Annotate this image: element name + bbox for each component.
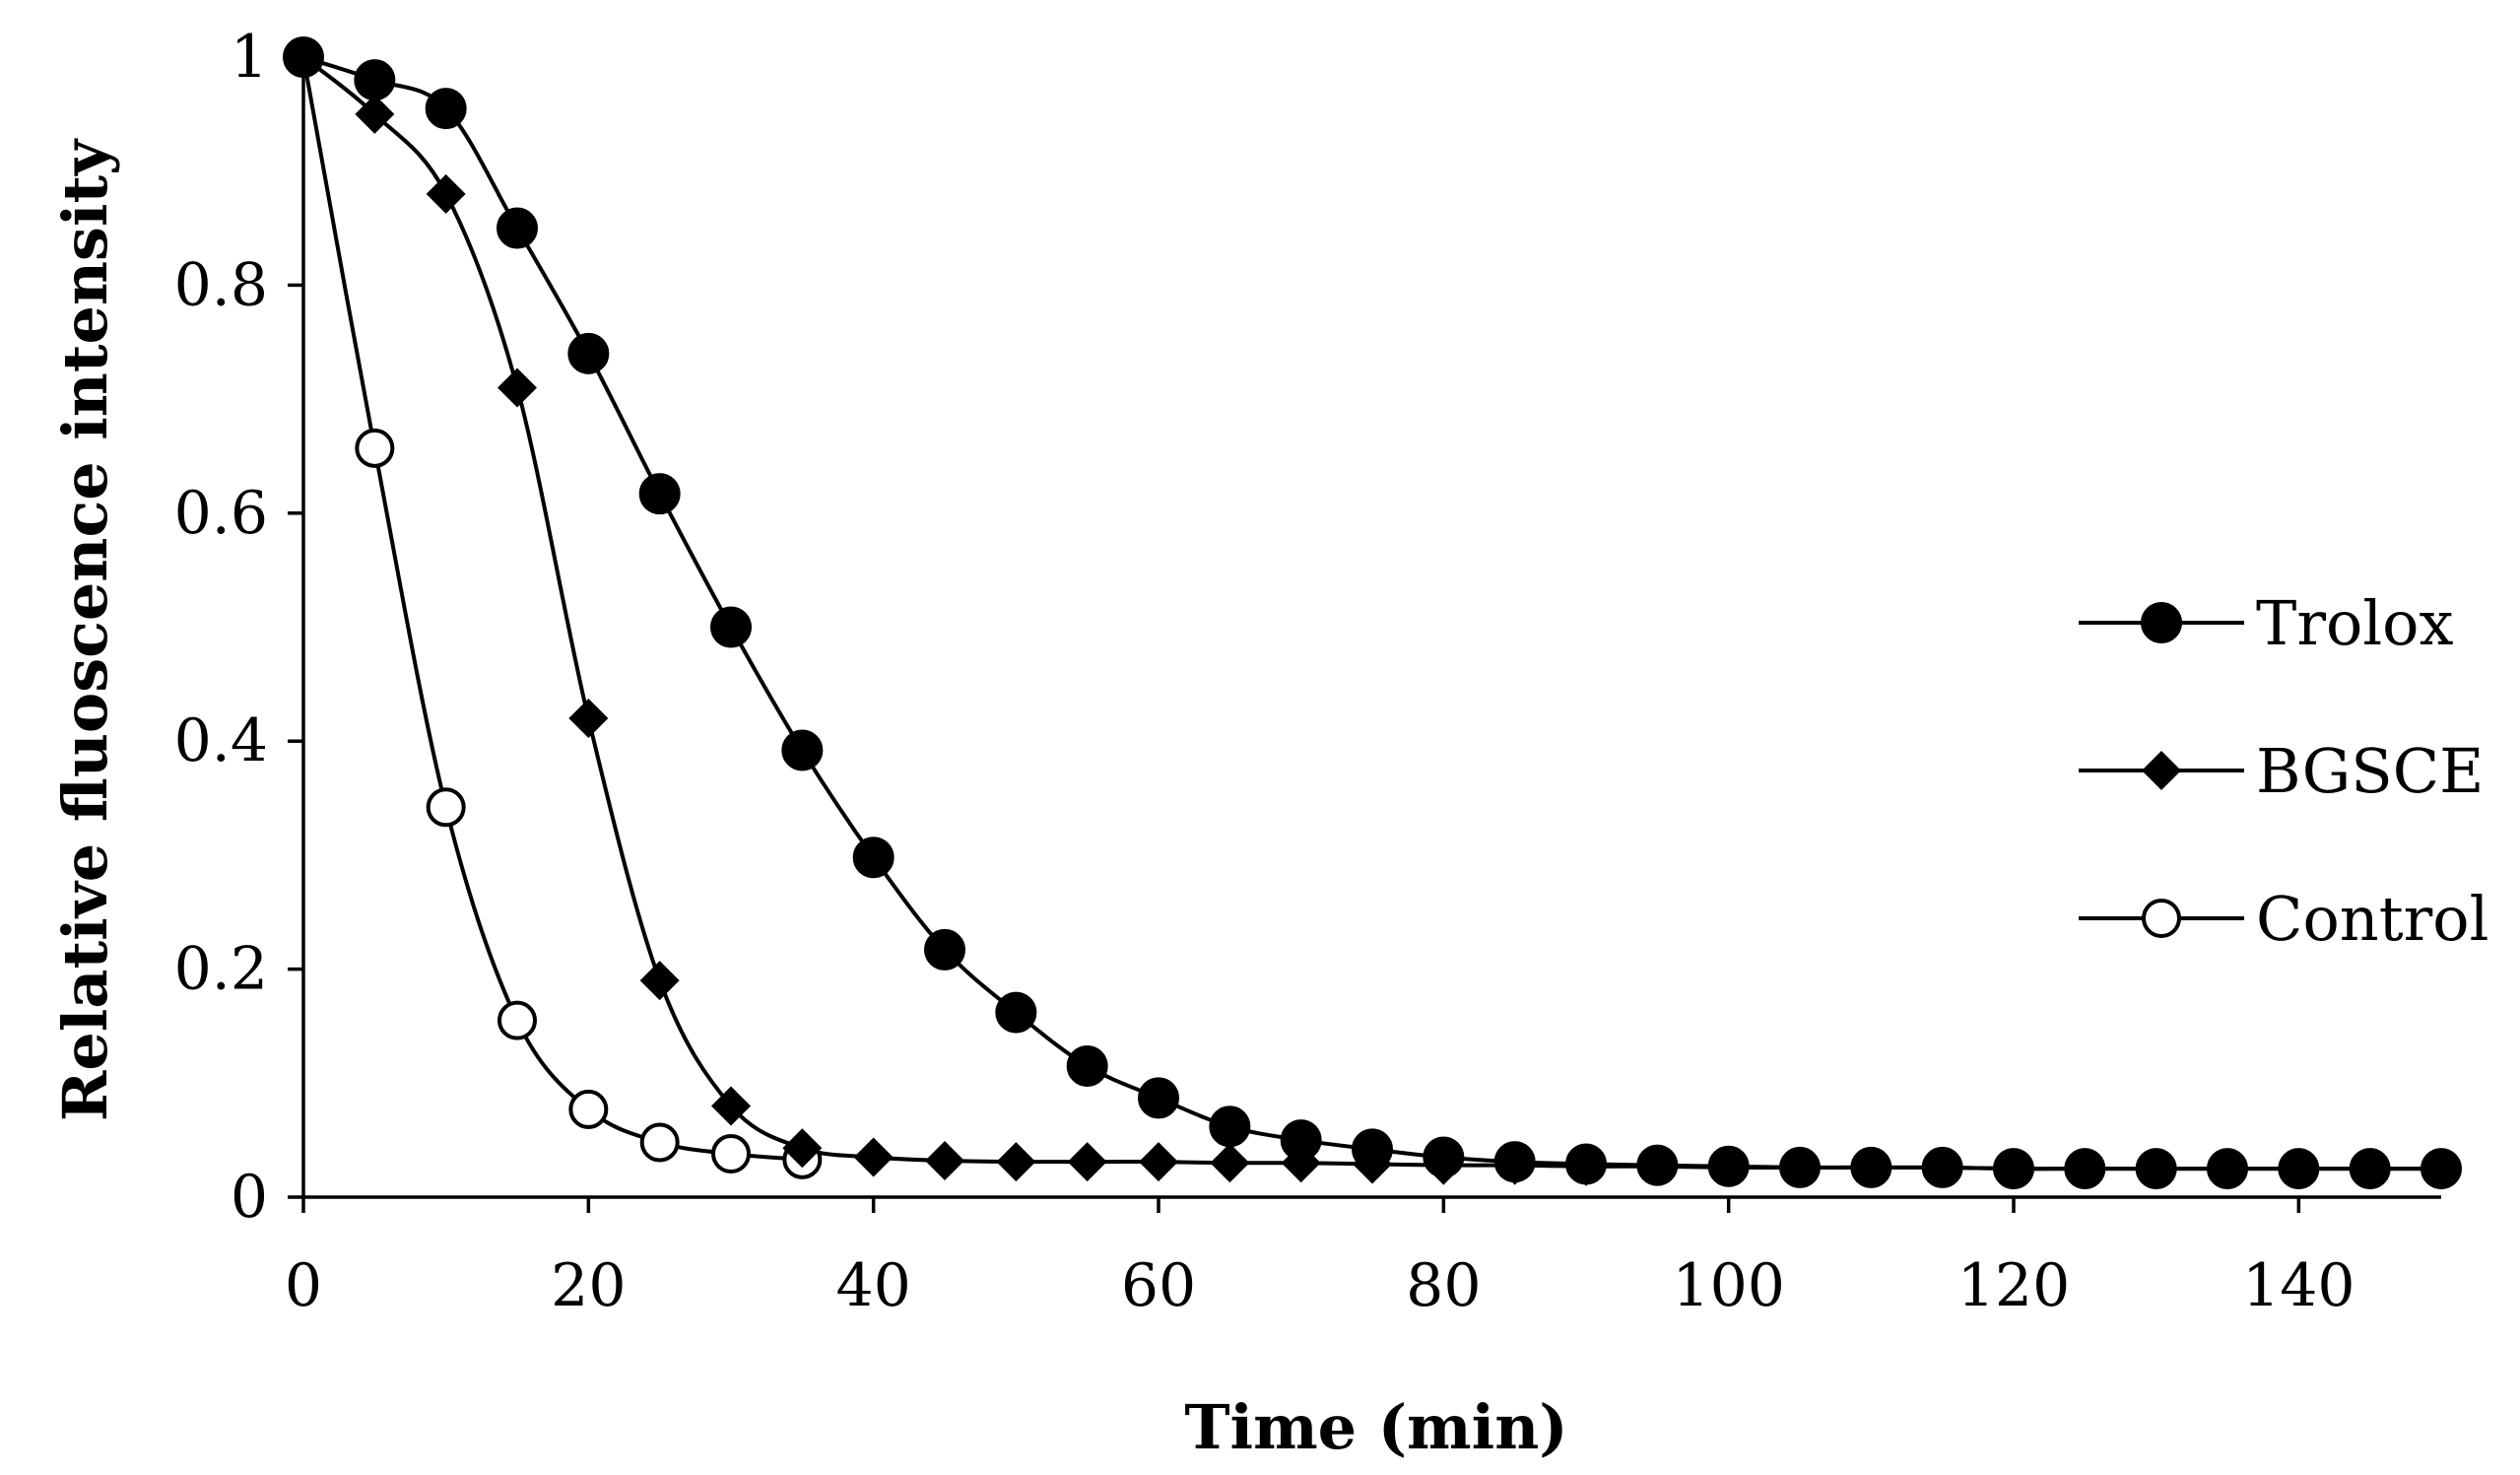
data-point-trolox (1565, 1143, 1607, 1185)
data-point-bgsce (1210, 1143, 1250, 1183)
data-point-trolox (1352, 1128, 1393, 1171)
data-point-bgsce (925, 1140, 964, 1180)
x-tick-label: 20 (551, 1251, 626, 1320)
data-point-trolox (2421, 1148, 2462, 1190)
legend-label-control: Control (2256, 883, 2488, 955)
data-point-trolox (1066, 1044, 1108, 1087)
data-point-trolox (710, 606, 752, 648)
y-tick-label: 0.4 (174, 706, 268, 775)
data-point-trolox (2064, 1148, 2106, 1190)
legend-item-control: Control (2079, 883, 2488, 955)
legend-marker-control (2142, 899, 2181, 938)
data-point-trolox (2278, 1148, 2320, 1190)
y-tick-label: 0 (231, 1163, 268, 1232)
x-tick-label: 0 (285, 1251, 322, 1320)
legend-marker-bgsce (2142, 751, 2181, 790)
x-tick-label: 40 (835, 1251, 910, 1320)
data-point-control (497, 1000, 537, 1040)
data-markers (283, 36, 2462, 1190)
axes: 0 20 40 60 80 100 120 140 0 0.2 0.4 0.6 0.8 1 (174, 23, 2441, 1320)
data-point-bgsce (711, 1086, 751, 1126)
data-point-bgsce (426, 173, 466, 214)
data-point-trolox (2135, 1148, 2177, 1190)
data-point-trolox (852, 837, 895, 879)
data-point-control (711, 1134, 751, 1174)
data-point-trolox (638, 473, 681, 515)
y-tick-label: 0.8 (174, 250, 268, 319)
data-point-bgsce (1139, 1142, 1178, 1182)
data-point-bgsce (355, 94, 395, 134)
data-point-trolox (1636, 1144, 1679, 1186)
x-tick-label: 80 (1406, 1251, 1481, 1320)
x-tick-label: 120 (1957, 1251, 2071, 1320)
series-line-trolox (302, 55, 2441, 1172)
data-point-trolox (425, 88, 467, 130)
data-point-bgsce (996, 1142, 1036, 1182)
legend-item-trolox: Trolox (2079, 587, 2453, 659)
data-point-trolox (1280, 1119, 1322, 1162)
data-point-trolox (283, 36, 324, 78)
y-tick-label: 0.2 (174, 935, 268, 1004)
data-point-trolox (995, 991, 1037, 1034)
data-point-bgsce (853, 1137, 894, 1177)
data-point-trolox (354, 59, 396, 101)
data-point-trolox (497, 207, 538, 249)
legend-marker-trolox (2141, 602, 2182, 643)
data-point-control (568, 1089, 609, 1129)
data-point-trolox (1850, 1146, 1892, 1188)
y-axis-title: Relative fluoscence intensity (49, 138, 121, 1121)
legend-label-trolox: Trolox (2256, 587, 2453, 659)
data-point-trolox (781, 729, 824, 771)
data-point-bgsce (782, 1128, 823, 1169)
data-point-bgsce (639, 961, 680, 1001)
data-point-trolox (1138, 1077, 1179, 1119)
x-axis-title: Time (min) (1184, 1391, 1567, 1463)
data-point-trolox (924, 928, 965, 971)
legend-label-bgsce: BGSCE (2256, 735, 2484, 807)
x-tick-label: 140 (2242, 1251, 2355, 1320)
series-lines (301, 55, 2441, 1172)
data-point-control (639, 1122, 680, 1163)
data-point-bgsce (568, 699, 609, 739)
x-tick-label: 60 (1121, 1251, 1196, 1320)
data-point-trolox (1779, 1146, 1821, 1188)
data-point-bgsce (1067, 1142, 1107, 1182)
data-point-trolox (1493, 1141, 1536, 1183)
series-line-bgsce (301, 55, 2441, 1172)
series-line-control (301, 56, 803, 1162)
data-point-control (426, 787, 466, 828)
y-tick-label: 1 (231, 23, 268, 92)
x-tick-label: 100 (1672, 1251, 1785, 1320)
data-point-trolox (2207, 1148, 2248, 1190)
data-point-trolox (1993, 1148, 2034, 1190)
y-tick-label: 0.6 (174, 479, 268, 548)
data-point-trolox (567, 332, 610, 374)
data-point-trolox (1423, 1136, 1465, 1178)
data-point-trolox (1209, 1106, 1251, 1148)
data-point-trolox (1707, 1145, 1750, 1187)
data-point-bgsce (497, 368, 537, 408)
legend: Trolox BGSCE Control (2079, 587, 2488, 955)
data-point-control (355, 428, 395, 468)
legend-item-bgsce: BGSCE (2079, 735, 2484, 807)
data-point-trolox (1921, 1146, 1963, 1188)
data-point-trolox (2349, 1148, 2391, 1190)
